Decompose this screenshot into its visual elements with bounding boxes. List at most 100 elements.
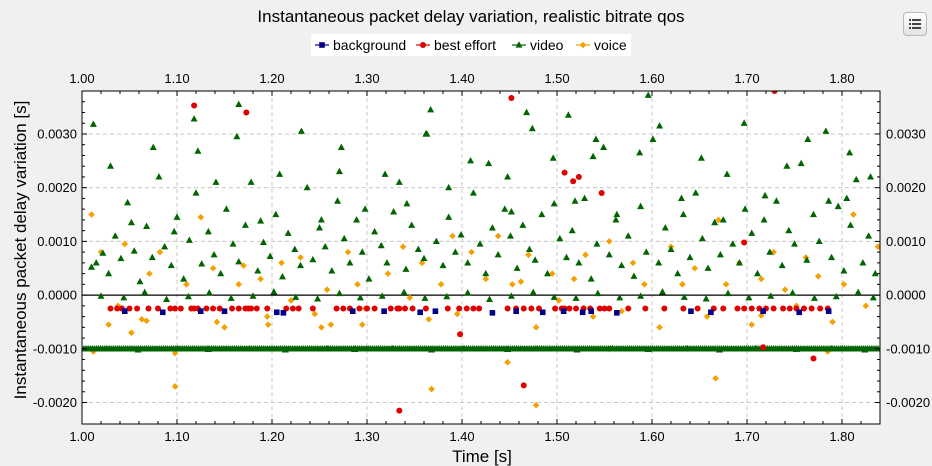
data-point-voice: [517, 278, 525, 285]
data-point-video: [865, 232, 873, 239]
data-point-best-effort: [601, 305, 608, 312]
data-point-video: [803, 256, 811, 263]
data-point-video: [427, 105, 435, 113]
data-point-video: [314, 295, 322, 302]
data-point-video: [143, 222, 151, 229]
data-point-video: [797, 159, 805, 167]
data-point-voice: [183, 281, 190, 288]
data-point-voice: [618, 307, 625, 315]
data-point-video: [485, 159, 493, 167]
data-point-video: [130, 247, 138, 254]
data-point-best-effort: [114, 305, 121, 312]
data-point-video: [832, 292, 840, 300]
data-point-video: [361, 205, 369, 212]
data-point-video: [677, 194, 685, 202]
data-point-background: [489, 310, 496, 316]
data-point-best-effort: [817, 305, 824, 312]
data-point-video: [464, 289, 472, 296]
data-point-best-effort: [463, 305, 470, 312]
data-point-video: [791, 240, 798, 247]
data-point-best-effort: [248, 305, 255, 312]
data-point-video: [303, 183, 311, 191]
data-point-video: [723, 170, 731, 177]
data-point-best-effort: [172, 305, 179, 312]
data-point-video: [365, 275, 373, 282]
data-point-video: [613, 210, 621, 218]
data-point-voice: [88, 211, 95, 218]
data-point-video: [185, 236, 193, 243]
data-point-background: [121, 308, 128, 315]
data-point-video: [180, 275, 188, 282]
data-point-video: [544, 269, 551, 277]
data-point-video: [337, 143, 345, 150]
data-point-video: [719, 216, 727, 223]
data-point-background: [560, 308, 567, 315]
data-point-video: [519, 221, 527, 228]
data-point-best-effort: [810, 355, 817, 362]
data-point-video: [445, 183, 453, 191]
data-point-video: [704, 264, 712, 271]
data-point-best-effort: [573, 305, 579, 312]
data-point-video: [528, 124, 536, 132]
data-point-best-effort: [720, 305, 727, 312]
data-point-best-effort: [145, 305, 152, 312]
series-best-effort: [107, 91, 831, 414]
data-point-voice: [327, 321, 335, 328]
data-point-video: [550, 293, 558, 300]
data-point-video: [328, 267, 336, 274]
data-point-voice: [121, 240, 129, 248]
chart-menu-button[interactable]: [903, 12, 927, 36]
data-point-video: [729, 240, 737, 247]
data-point-video: [173, 213, 181, 220]
data-point-video: [89, 120, 97, 127]
data-point-best-effort: [264, 305, 271, 312]
data-point-video: [616, 293, 624, 301]
data-point-video: [716, 251, 724, 258]
data-point-video: [229, 240, 237, 247]
data-point-best-effort: [333, 305, 340, 312]
data-point-video: [402, 265, 410, 272]
data-point-video: [194, 147, 202, 154]
legend: background best effort video voice: [311, 34, 631, 56]
data-point-best-effort: [520, 305, 527, 312]
data-point-voice: [862, 302, 870, 310]
data-point-video: [513, 264, 521, 271]
data-point-video: [568, 226, 576, 234]
data-point-video: [869, 293, 877, 301]
legend-marker-background: [319, 42, 325, 48]
data-point-video: [284, 229, 292, 236]
y-tick-label-right: -0.0010: [886, 341, 930, 356]
data-point-video: [767, 292, 775, 299]
data-point-best-effort: [661, 305, 668, 312]
data-point-video: [111, 232, 119, 239]
data-point-best-effort: [107, 305, 114, 312]
data-point-video: [92, 259, 100, 266]
data-point-video: [600, 143, 608, 150]
data-point-voice: [548, 270, 556, 277]
data-point-best-effort: [561, 169, 568, 176]
data-point-video: [658, 288, 666, 295]
data-point-background: [432, 308, 439, 315]
data-point-voice: [722, 281, 730, 288]
data-point-video: [346, 259, 354, 266]
data-point-video: [501, 205, 509, 212]
data-point-voice: [128, 329, 135, 336]
data-point-voice: [235, 281, 243, 288]
data-point-video: [377, 241, 385, 249]
x-tick-label: 1.30: [354, 429, 379, 444]
x-tick-label: 1.50: [544, 429, 569, 444]
data-point-video: [507, 208, 515, 215]
data-point-best-effort: [210, 305, 217, 312]
data-point-video: [254, 267, 262, 274]
data-point-best-effort: [134, 305, 141, 312]
data-point-best-effort: [177, 305, 184, 312]
data-point-video: [340, 234, 348, 242]
data-point-voice: [555, 297, 563, 304]
x-tick-label: 1.70: [734, 429, 759, 444]
data-point-voice: [425, 315, 433, 323]
data-point-video: [575, 259, 583, 266]
y-tick-label-right: 0.0010: [886, 234, 926, 249]
data-point-video: [711, 218, 719, 226]
data-point-video: [852, 175, 860, 183]
data-point-video: [335, 289, 343, 297]
